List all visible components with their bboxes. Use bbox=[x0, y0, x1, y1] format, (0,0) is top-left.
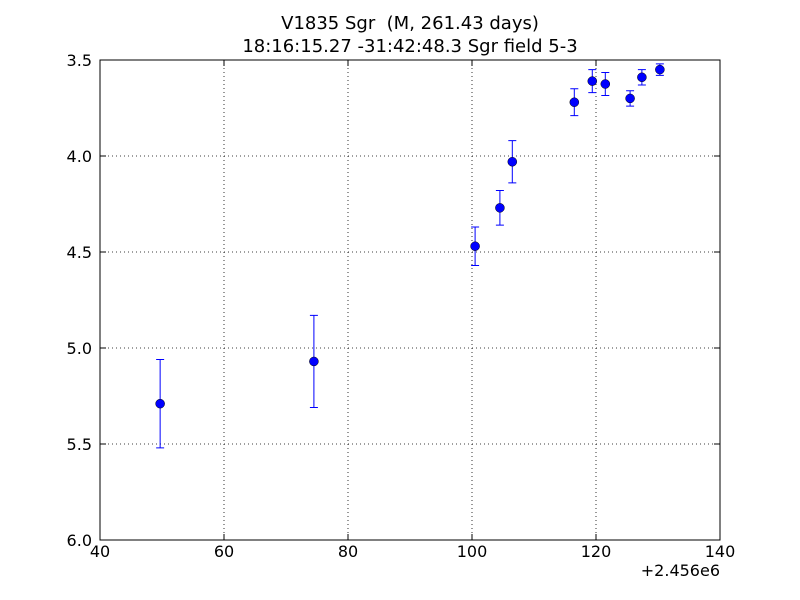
y-tick-label: 3.5 bbox=[67, 51, 92, 70]
y-tick-label: 5.0 bbox=[67, 339, 92, 358]
data-point bbox=[309, 356, 319, 367]
y-tick-label: 6.0 bbox=[67, 531, 92, 550]
x-tick-label: 140 bbox=[705, 542, 736, 561]
x-tick-label: 60 bbox=[214, 542, 234, 561]
y-tick-label: 5.5 bbox=[67, 435, 92, 454]
data-point bbox=[569, 97, 580, 107]
data-point bbox=[495, 203, 505, 213]
plot-frame bbox=[99, 59, 721, 541]
x-tick-label: 120 bbox=[581, 542, 612, 561]
x-tick-label: 40 bbox=[90, 542, 110, 561]
data-point bbox=[600, 79, 611, 89]
y-tick-label: 4.5 bbox=[67, 243, 92, 262]
data-point bbox=[507, 157, 518, 167]
x-offset-label: +2.456e6 bbox=[641, 561, 720, 580]
chart-title: V1835 Sgr (M, 261.43 days) bbox=[281, 13, 539, 34]
data-point bbox=[470, 241, 480, 251]
data-point bbox=[655, 64, 665, 75]
data-point bbox=[587, 76, 598, 86]
data-point bbox=[155, 398, 165, 409]
chart-subtitle: 18:16:15.27 -31:42:48.3 Sgr field 5-3 bbox=[242, 36, 577, 57]
x-tick-label: 100 bbox=[457, 542, 488, 561]
x-tick-label: 80 bbox=[338, 542, 358, 561]
data-point bbox=[637, 72, 647, 83]
y-tick-label: 4.0 bbox=[67, 147, 92, 166]
data-point bbox=[625, 93, 635, 104]
